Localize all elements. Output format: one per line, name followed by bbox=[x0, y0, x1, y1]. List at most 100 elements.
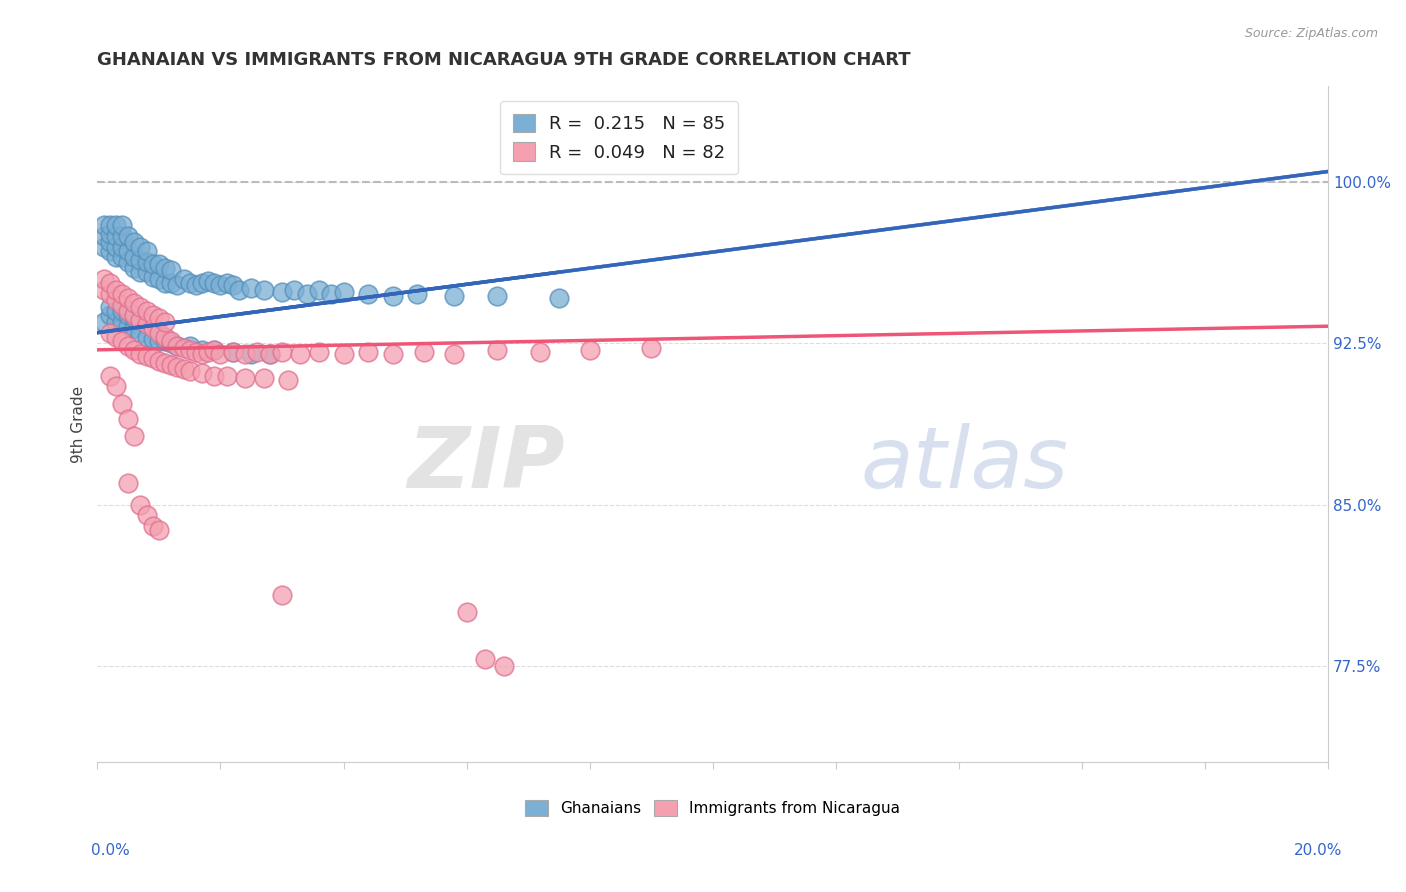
Point bbox=[135, 304, 157, 318]
Y-axis label: 9th Grade: 9th Grade bbox=[72, 385, 86, 463]
Point bbox=[209, 278, 232, 293]
Text: GHANAIAN VS IMMIGRANTS FROM NICARAGUA 9TH GRADE CORRELATION CHART: GHANAIAN VS IMMIGRANTS FROM NICARAGUA 9T… bbox=[97, 51, 911, 69]
Point bbox=[148, 272, 170, 286]
Text: atlas: atlas bbox=[860, 423, 1069, 506]
Point bbox=[129, 300, 152, 314]
Point bbox=[124, 343, 146, 357]
Point bbox=[160, 277, 183, 291]
Point bbox=[111, 240, 134, 254]
Point bbox=[104, 315, 127, 329]
Point bbox=[179, 338, 201, 352]
Point bbox=[215, 277, 238, 291]
Point bbox=[111, 229, 134, 244]
Point bbox=[93, 272, 115, 286]
Point bbox=[357, 287, 380, 301]
Point bbox=[135, 254, 157, 268]
Point bbox=[117, 304, 139, 318]
Point bbox=[215, 368, 238, 383]
Point bbox=[332, 285, 354, 299]
Point bbox=[474, 652, 496, 666]
Point bbox=[117, 476, 139, 491]
Point bbox=[381, 347, 404, 361]
Point bbox=[173, 341, 195, 355]
Point bbox=[246, 345, 269, 359]
Point bbox=[142, 269, 165, 284]
Point bbox=[129, 498, 152, 512]
Point bbox=[179, 364, 201, 378]
Point bbox=[111, 298, 134, 312]
Point bbox=[98, 277, 121, 291]
Point bbox=[233, 371, 256, 385]
Point bbox=[129, 312, 152, 326]
Point bbox=[135, 349, 157, 363]
Point bbox=[142, 257, 165, 271]
Point bbox=[148, 257, 170, 271]
Point bbox=[117, 338, 139, 352]
Point bbox=[111, 251, 134, 265]
Point bbox=[197, 274, 219, 288]
Point bbox=[271, 588, 294, 602]
Point bbox=[160, 263, 183, 277]
Point bbox=[111, 304, 134, 318]
Point bbox=[124, 321, 146, 335]
Point bbox=[153, 261, 176, 276]
Point bbox=[179, 343, 201, 357]
Point bbox=[104, 293, 127, 308]
Point bbox=[135, 244, 157, 258]
Point bbox=[135, 508, 157, 523]
Point bbox=[148, 334, 170, 349]
Point bbox=[406, 287, 429, 301]
Point bbox=[129, 252, 152, 267]
Point bbox=[321, 287, 343, 301]
Point bbox=[142, 321, 165, 335]
Point bbox=[184, 278, 207, 293]
Text: 20.0%: 20.0% bbox=[1295, 843, 1343, 858]
Point bbox=[104, 304, 127, 318]
Point bbox=[142, 351, 165, 366]
Point bbox=[486, 343, 509, 357]
Point bbox=[283, 283, 305, 297]
Point bbox=[548, 291, 571, 305]
Point bbox=[148, 353, 170, 368]
Point bbox=[93, 283, 115, 297]
Point bbox=[277, 373, 299, 387]
Point bbox=[98, 244, 121, 258]
Point bbox=[148, 326, 170, 340]
Point bbox=[98, 300, 121, 314]
Point bbox=[202, 343, 225, 357]
Point bbox=[222, 278, 245, 293]
Point bbox=[111, 334, 134, 349]
Point bbox=[124, 251, 146, 265]
Point bbox=[135, 317, 157, 331]
Point bbox=[124, 261, 146, 276]
Point bbox=[160, 358, 183, 372]
Point bbox=[240, 347, 263, 361]
Point bbox=[104, 379, 127, 393]
Point bbox=[381, 289, 404, 303]
Point bbox=[93, 218, 115, 232]
Point bbox=[153, 334, 176, 349]
Point bbox=[98, 368, 121, 383]
Point bbox=[222, 345, 245, 359]
Point bbox=[412, 345, 434, 359]
Point bbox=[93, 240, 115, 254]
Point bbox=[197, 345, 219, 359]
Point bbox=[179, 277, 201, 291]
Point bbox=[153, 356, 176, 370]
Point bbox=[578, 343, 600, 357]
Point bbox=[640, 341, 662, 355]
Point bbox=[160, 334, 183, 349]
Point bbox=[104, 330, 127, 344]
Point bbox=[166, 359, 188, 374]
Point bbox=[117, 244, 139, 258]
Point bbox=[295, 287, 318, 301]
Point bbox=[104, 240, 127, 254]
Point bbox=[184, 345, 207, 359]
Point bbox=[129, 265, 152, 279]
Point bbox=[98, 326, 121, 340]
Point bbox=[124, 429, 146, 443]
Point bbox=[191, 347, 214, 361]
Point bbox=[443, 289, 465, 303]
Point bbox=[117, 319, 139, 334]
Point bbox=[111, 396, 134, 410]
